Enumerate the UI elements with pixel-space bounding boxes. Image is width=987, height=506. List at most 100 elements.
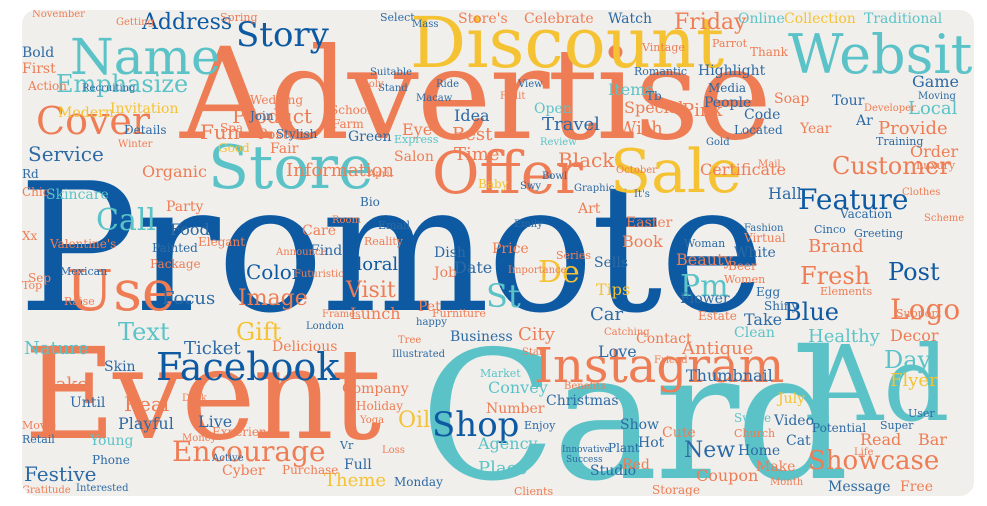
word-convey: Convey: [488, 378, 548, 397]
word-de: De: [538, 255, 580, 290]
word-painted: Painted: [152, 241, 198, 255]
word-valentines: Valentine's: [50, 237, 117, 251]
word-gratitude: Gratitude: [22, 485, 71, 496]
word-hot: Hot: [638, 435, 665, 451]
word-use: Use: [66, 259, 176, 324]
word-new: New: [684, 438, 736, 463]
word-home: Home: [738, 443, 781, 459]
word-ar: Ar: [856, 113, 873, 129]
word-tour: Tour: [832, 93, 865, 109]
word-getting: Getting: [116, 17, 154, 28]
word-place: Place: [478, 458, 528, 479]
word-vacation: Vacation: [840, 207, 893, 221]
word-ad: Ad: [808, 323, 950, 445]
word-address: Address: [142, 10, 233, 35]
word-reality: Reality: [364, 235, 404, 248]
word-online: Online: [738, 11, 785, 27]
word-showcase: Showcase: [808, 446, 940, 476]
word-black: Black: [558, 148, 615, 172]
word-make: Make: [756, 459, 796, 475]
word-stores: Store's: [458, 11, 508, 27]
word-vr: Vr: [340, 439, 354, 452]
word-enjoy: Enjoy: [524, 419, 556, 432]
word-beer: Beer: [728, 259, 757, 273]
word-event: Event: [24, 321, 382, 468]
word-developer: Developer: [864, 103, 916, 114]
word-graphic: Graphic: [574, 183, 615, 194]
word-read: Read: [860, 430, 902, 449]
word-stylish: Stylish: [276, 127, 318, 141]
word-success: Success: [566, 455, 603, 465]
word-first: First: [22, 61, 56, 77]
word-rd: Rd: [22, 167, 39, 181]
word-year: Year: [800, 121, 832, 137]
word-bold: Bold: [22, 45, 55, 61]
word-storage: Storage: [652, 483, 700, 496]
word-salon: Salon: [394, 149, 434, 165]
word-market: Market: [480, 367, 521, 380]
word-love: Love: [598, 342, 637, 361]
word-fashion: Fashion: [744, 223, 784, 234]
word-raise: Raise: [64, 295, 95, 308]
word-london: London: [306, 321, 344, 332]
word-decor: Decor: [890, 326, 939, 345]
word-delicious: Delicious: [272, 339, 338, 355]
word-invitation: Invitation: [110, 101, 179, 117]
word-friday: Friday: [674, 10, 747, 35]
word-playful: Playful: [118, 414, 174, 433]
word-idea: Idea: [454, 106, 490, 125]
word-code: Code: [744, 107, 781, 123]
word-spa: Spa: [220, 121, 244, 135]
word-cake: Cake: [42, 374, 89, 395]
word-blue: Blue: [784, 298, 839, 326]
word-green: Green: [348, 129, 392, 145]
word-white: White: [734, 245, 776, 261]
word-holy: Holy: [360, 79, 384, 90]
word-sells: Sells: [594, 255, 629, 271]
word-video: Video: [774, 413, 815, 429]
word-greeting: Greeting: [854, 227, 904, 240]
word-vintage: Vintage: [642, 41, 685, 54]
word-series: Series: [556, 249, 591, 262]
word-support: Support: [896, 307, 942, 320]
word-contact: Contact: [636, 331, 692, 347]
word-items: Items: [608, 80, 654, 99]
word-pink: Pink: [682, 100, 723, 121]
word-xx: Xx: [22, 229, 38, 243]
word-website: Website: [788, 23, 974, 86]
word-until: Until: [70, 395, 106, 411]
word-bowl: Bowl: [542, 171, 568, 182]
word-super: Super: [880, 419, 914, 432]
word-fruit: Fruit: [500, 91, 526, 102]
word-real: Real: [124, 392, 170, 416]
word-clothes: Clothes: [902, 187, 941, 198]
word-money: Money: [182, 433, 217, 444]
word-focus: Focus: [162, 288, 216, 309]
word-recruiting: Recruiting: [82, 83, 136, 94]
word-take: Take: [744, 310, 783, 329]
word-order: Order: [910, 142, 959, 161]
word-its: It's: [634, 189, 650, 200]
word-free: Free: [900, 479, 933, 495]
word-express: Express: [394, 133, 439, 146]
word-baby: Baby: [478, 177, 509, 191]
word-pet: Pet: [418, 299, 441, 315]
word-view: View: [518, 79, 543, 90]
word-time: Time: [454, 144, 500, 165]
word-importance: Importance: [508, 265, 567, 276]
word-job: Job: [434, 265, 458, 281]
word-car: Car: [590, 304, 624, 325]
word-cover: Cover: [36, 99, 151, 143]
word-tree: Tree: [398, 335, 422, 346]
word-find: Find: [310, 243, 343, 259]
word-date: Date: [454, 258, 493, 277]
word-futuristic: Futuristic: [294, 269, 344, 280]
word-advertise: Advertise: [180, 21, 772, 168]
word-hall: Hall: [768, 184, 802, 203]
word-swipe: Swipe: [734, 411, 772, 425]
word-located: Located: [734, 123, 783, 137]
word-number: Number: [486, 401, 545, 417]
word-theme: Theme: [324, 470, 386, 491]
word-young: Young: [90, 433, 134, 449]
word-show: Show: [620, 417, 660, 433]
